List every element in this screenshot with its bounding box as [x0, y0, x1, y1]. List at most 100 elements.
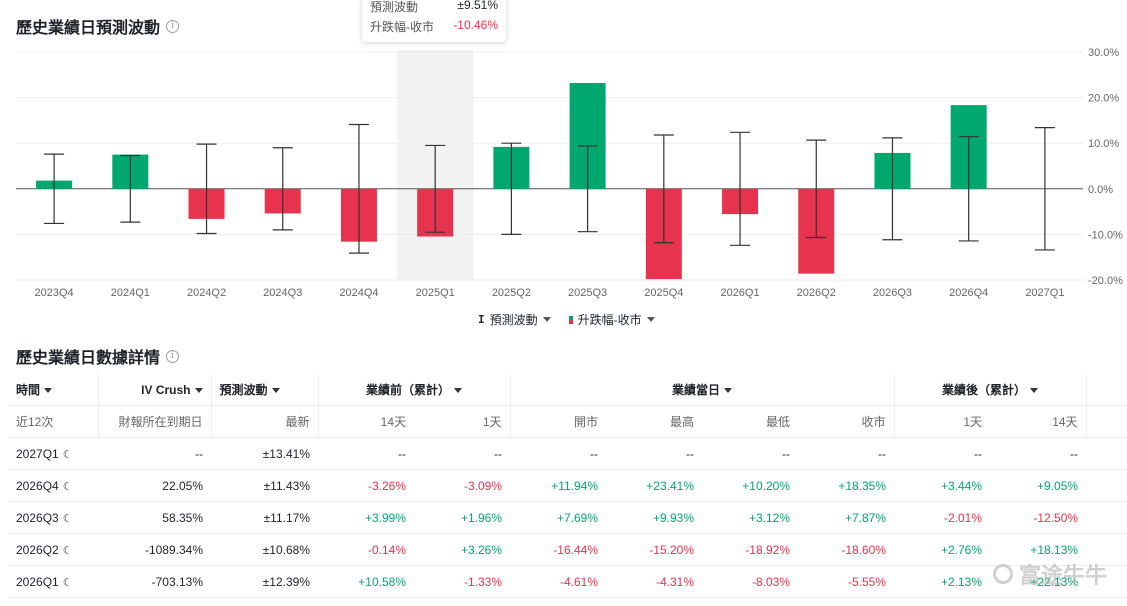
- table-cell: -4.31%: [606, 565, 703, 598]
- info-circle-icon[interactable]: i: [166, 349, 180, 363]
- table-cell: -1.33%: [414, 565, 511, 598]
- table-cell: 58.35%: [98, 501, 211, 534]
- x-tick-label: 2025Q1: [416, 287, 455, 299]
- sort-caret-icon: [454, 388, 463, 394]
- futu-logo-icon: [992, 564, 1013, 584]
- table-cell: +3.26%: [414, 533, 511, 566]
- x-tick-label: 2026Q4: [949, 287, 988, 299]
- table-cell: +3.44%: [894, 469, 991, 502]
- col-header-iv-crush[interactable]: IV Crush: [97, 374, 211, 406]
- quarter-cell: 2026Q4 ☾: [8, 469, 98, 502]
- table-cell: +3.99%: [318, 501, 414, 534]
- table-cell: +18.13%: [990, 533, 1087, 566]
- quarter-label: 2027Q1: [16, 446, 59, 461]
- y-tick-label: 10.0%: [1088, 138, 1119, 150]
- table-cell: +3.12%: [702, 501, 799, 534]
- x-tick-label: 2027Q1: [1025, 287, 1064, 299]
- sub-header-cell: 最高: [606, 405, 703, 438]
- chart-title: 歷史業績日預測波動 i: [16, 14, 180, 38]
- info-circle-icon[interactable]: i: [166, 19, 180, 33]
- legend-item-forecast[interactable]: I 預測波動: [478, 311, 551, 328]
- table-cell: -12.50%: [990, 501, 1087, 534]
- sub-header-cell: 1天: [893, 405, 991, 438]
- y-tick-label: -20.0%: [1088, 275, 1123, 287]
- table-cell: -1089.34%: [98, 533, 211, 566]
- table-row[interactable]: 2027Q1 ☾ -- ±13.41% -- -- -- -- -- -- -- --: [8, 437, 1127, 470]
- sub-header-spacer: [1085, 405, 1127, 438]
- row-spacer: [1086, 533, 1127, 566]
- table-cell: +7.87%: [798, 501, 895, 534]
- table-cell: -16.44%: [510, 533, 607, 566]
- table-cell: +2.13%: [894, 565, 991, 598]
- table-cell: +7.69%: [510, 501, 607, 534]
- x-tick-label: 2024Q3: [263, 287, 302, 299]
- chevron-down-icon: [542, 317, 551, 322]
- table-cell: -2.01%: [894, 501, 991, 534]
- col-header-day[interactable]: 業績當日: [509, 374, 895, 406]
- x-tick-label: 2024Q1: [111, 287, 150, 299]
- quarter-label: 2026Q2: [16, 542, 59, 557]
- moon-icon: ☾: [62, 448, 73, 461]
- table-row[interactable]: 2026Q4 ☾ 22.05% ±11.43% -3.26% -3.09% +11.94% +…: [8, 469, 1127, 502]
- table-cell: --: [894, 437, 991, 470]
- y-tick-label: 0.0%: [1088, 184, 1113, 196]
- table-body: 2027Q1 ☾ -- ±13.41% -- -- -- -- -- -- -- -- 2026Q4 ☾ 2…: [8, 437, 1127, 598]
- table-cell: +23.41%: [606, 469, 703, 502]
- col-header-time[interactable]: 時間: [8, 374, 98, 406]
- col-header-before[interactable]: 業績前（累計）: [317, 374, 511, 406]
- table-cell: --: [606, 437, 703, 470]
- quarter-cell: 2026Q1 ☾: [8, 565, 98, 598]
- chevron-down-icon: [646, 317, 655, 322]
- moon-icon: ☾: [62, 576, 73, 589]
- table-row[interactable]: 2026Q3 ☾ 58.35% ±11.17% +3.99% +1.96% +7.69% +9…: [8, 501, 1127, 534]
- tooltip-change-value: -10.46%: [453, 18, 498, 32]
- quarter-label: 2026Q1: [16, 574, 59, 589]
- sub-header-cell: 財報所在到期日: [97, 405, 211, 438]
- sub-header-cell: 最新: [210, 405, 318, 438]
- chart-legend: I 預測波動 升跌幅-收市: [478, 311, 655, 328]
- moon-icon: ☾: [62, 512, 73, 525]
- table-cell: -703.13%: [98, 565, 211, 598]
- table-row[interactable]: 2026Q1 ☾ -703.13% ±12.39% +10.58% -1.33% -4.61…: [8, 565, 1127, 598]
- bar-swatch-icon: [568, 315, 573, 324]
- table-cell: +1.96%: [414, 501, 511, 534]
- quarter-cell: 2027Q1 ☾: [8, 437, 98, 470]
- sub-header-cell: 近12次: [8, 405, 98, 438]
- table-cell: ±10.68%: [211, 533, 318, 566]
- table-cell: --: [414, 437, 511, 470]
- table-cell: 22.05%: [98, 469, 211, 502]
- table-cell: +11.94%: [510, 469, 607, 502]
- y-tick-label: -10.0%: [1088, 229, 1123, 241]
- chart-title-text: 歷史業績日預測波動: [16, 20, 161, 37]
- table-cell: +2.76%: [894, 533, 991, 566]
- x-tick-label: 2026Q3: [873, 287, 912, 299]
- table-cell: --: [510, 437, 607, 470]
- x-tick-label: 2025Q4: [644, 287, 683, 299]
- table-cell: ±11.43%: [211, 469, 318, 502]
- x-tick-label: 2023Q4: [35, 287, 74, 299]
- row-spacer: [1086, 501, 1127, 534]
- x-tick-label: 2024Q2: [187, 287, 226, 299]
- legend-item-change[interactable]: 升跌幅-收市: [568, 311, 655, 328]
- table-cell: ±13.41%: [211, 437, 318, 470]
- sub-header-cell: 收市: [798, 405, 895, 438]
- table-cell: ±12.39%: [211, 565, 318, 598]
- sort-caret-icon: [194, 387, 203, 393]
- tooltip-change-label: 升跌幅-收市: [370, 20, 434, 34]
- legend-change-label: 升跌幅-收市: [577, 313, 642, 327]
- sub-header-row: 近12次 財報所在到期日 最新 14天 1天 開市 最高 最低 收市 1天 14天: [8, 405, 1127, 438]
- table-cell: --: [318, 437, 414, 470]
- col-header-forecast[interactable]: 預測波動: [210, 374, 318, 406]
- table-row[interactable]: 2026Q2 ☾ -1089.34% ±10.68% -0.14% +3.26% -16.4…: [8, 533, 1127, 566]
- col-header-after[interactable]: 業績後（累計）: [893, 374, 1087, 406]
- table-cell: -3.09%: [414, 469, 511, 502]
- table-cell: --: [990, 437, 1087, 470]
- row-spacer: [1086, 565, 1127, 598]
- table-cell: +10.20%: [702, 469, 799, 502]
- table-cell: +9.05%: [990, 469, 1087, 502]
- legend-forecast-label: 預測波動: [489, 313, 538, 327]
- table-cell: -8.03%: [702, 565, 799, 598]
- volatility-chart: 30.0% 20.0% 10.0% 0.0% -10.0% -20.0% 2023Q4 202…: [16, 47, 1123, 299]
- row-spacer: [1086, 469, 1127, 502]
- y-tick-label: 20.0%: [1088, 93, 1119, 105]
